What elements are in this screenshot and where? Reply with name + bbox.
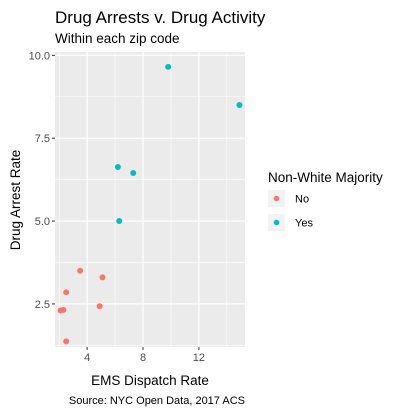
legend-label-no: No xyxy=(295,194,309,206)
x-axis-label: EMS Dispatch Rate xyxy=(91,373,209,388)
chart-title: Drug Arrests v. Drug Activity xyxy=(55,8,266,27)
legend-title: Non-White Majority xyxy=(268,170,383,185)
y-tick-label: 5.0 xyxy=(35,216,50,228)
data-point-yes xyxy=(116,218,123,225)
chart-caption: Source: NYC Open Data, 2017 ACS xyxy=(69,395,245,407)
data-point-no xyxy=(63,289,70,296)
legend: Non-White Majority No Yes xyxy=(268,170,383,231)
y-tick-label: 10.0 xyxy=(29,50,50,62)
data-point-no xyxy=(60,306,67,313)
y-axis-label: Drug Arrest Rate xyxy=(8,150,23,251)
legend-marker-no xyxy=(273,195,280,202)
data-point-no xyxy=(63,338,70,345)
x-axis-ticks: 4 8 12 xyxy=(84,347,205,364)
data-point-yes xyxy=(130,169,137,176)
plot-panel xyxy=(55,52,245,347)
y-axis-ticks: 2.5 5.0 7.5 10.0 xyxy=(29,50,55,311)
x-tick-label: 12 xyxy=(193,352,205,364)
y-tick-label: 2.5 xyxy=(35,299,50,311)
data-point-no xyxy=(96,303,103,310)
legend-label-yes: Yes xyxy=(295,218,313,230)
x-tick-label: 4 xyxy=(84,352,90,364)
data-point-no xyxy=(77,267,84,274)
x-tick-label: 8 xyxy=(140,352,146,364)
data-point-yes xyxy=(165,63,172,70)
data-points xyxy=(57,63,243,345)
major-gridlines xyxy=(55,52,245,347)
data-point-yes xyxy=(114,164,121,171)
data-point-yes xyxy=(236,102,243,109)
legend-marker-yes xyxy=(273,219,280,226)
y-tick-label: 7.5 xyxy=(35,133,50,145)
chart-subtitle: Within each zip code xyxy=(55,31,180,46)
data-point-no xyxy=(99,274,106,281)
